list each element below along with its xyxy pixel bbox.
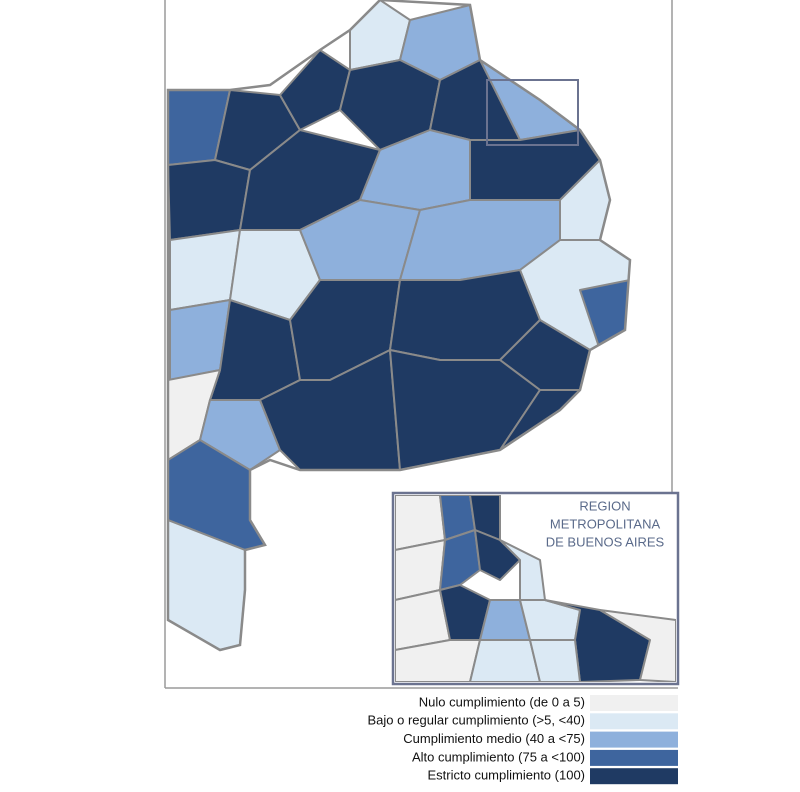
inset-district [599, 609, 676, 682]
legend-swatch [590, 713, 678, 730]
zoom-box [486, 79, 579, 146]
inset-district [469, 639, 541, 682]
province-outline [166, 0, 632, 652]
legend-swatch [590, 695, 678, 711]
district [199, 399, 281, 471]
legend-label: Alto cumplimiento (75 a <100) [412, 749, 585, 764]
legend-label: Bajo o regular cumplimiento (>5, <40) [367, 713, 585, 728]
inset-district [439, 529, 481, 591]
legend-label: Estricto cumplimiento (100) [428, 768, 586, 783]
inset-district [474, 529, 521, 581]
district [168, 159, 251, 241]
legend-label: Nulo cumplimiento (de 0 a 5) [419, 694, 585, 709]
inset-title: REGION METROPOLITANA DE BUENOS AIRES [546, 498, 665, 549]
inset-title-line: REGION [579, 498, 630, 513]
inset [395, 495, 676, 682]
inset-title-line: DE BUENOS AIRES [546, 534, 665, 549]
legend: Nulo cumplimiento (de 0 a 5) Bajo o regul… [367, 694, 678, 785]
legend-swatch [590, 749, 678, 766]
legend-swatch [590, 731, 678, 748]
inset-title-line: METROPOLITANA [550, 516, 661, 531]
inset-frame [391, 491, 680, 686]
legend-swatch [590, 768, 678, 785]
legend-label: Cumplimiento medio (40 a <75) [403, 731, 585, 746]
inset-district [529, 639, 581, 682]
